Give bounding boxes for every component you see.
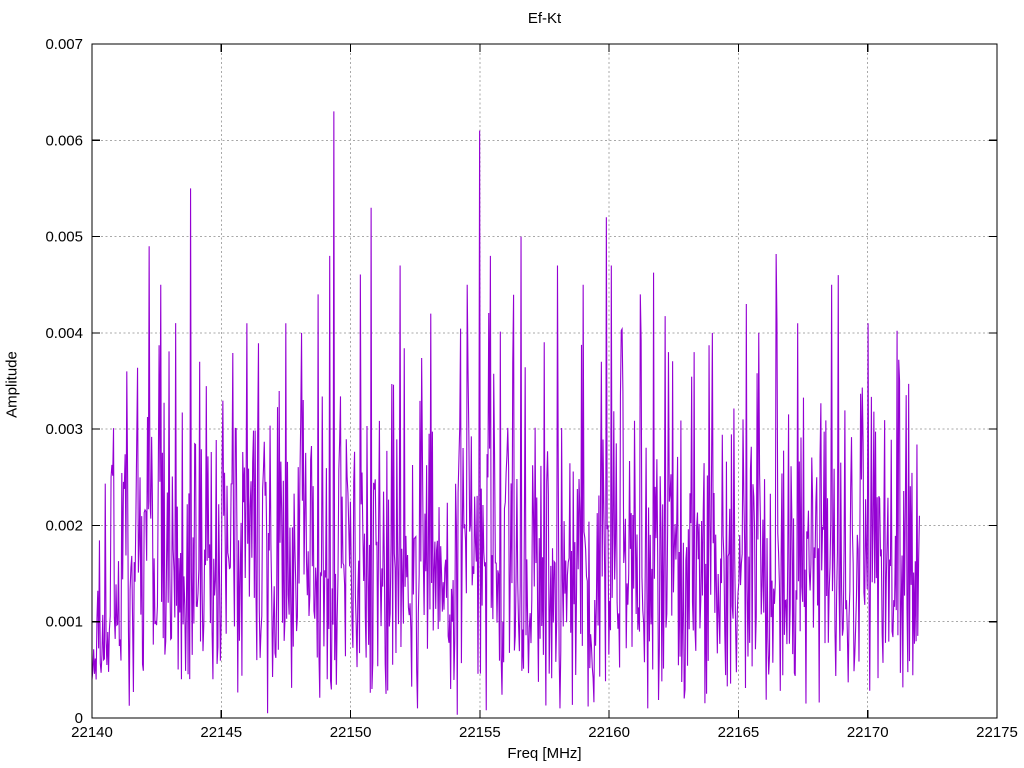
x-tick-label: 22165	[718, 724, 760, 741]
x-tick-label: 22145	[200, 724, 242, 741]
x-axis-label: Freq [MHz]	[507, 745, 582, 762]
x-tick-label: 22150	[330, 724, 372, 741]
y-tick-label: 0.003	[45, 421, 83, 438]
x-tick-label: 22170	[847, 724, 889, 741]
x-tick-label: 22160	[588, 724, 630, 741]
data-series-line	[91, 111, 920, 715]
y-tick-label: 0.006	[45, 132, 83, 149]
x-tick-label: 22175	[976, 724, 1018, 741]
y-tick-label: 0	[75, 710, 83, 727]
y-tick-label: 0.005	[45, 229, 83, 246]
y-tick-label: 0.007	[45, 36, 83, 53]
chart-title: Ef-Kt	[527, 10, 562, 27]
plot-frame	[91, 43, 998, 719]
x-tick-label: 22155	[459, 724, 501, 741]
y-tick-label: 0.002	[45, 517, 83, 534]
y-tick-label: 0.004	[45, 325, 83, 342]
y-tick-label: 0.001	[45, 614, 83, 631]
tick-labels: 22140 22145 22150 22155 22160 22165 22170 22175…	[45, 36, 1017, 741]
x-tick-label: 22140	[71, 724, 113, 741]
